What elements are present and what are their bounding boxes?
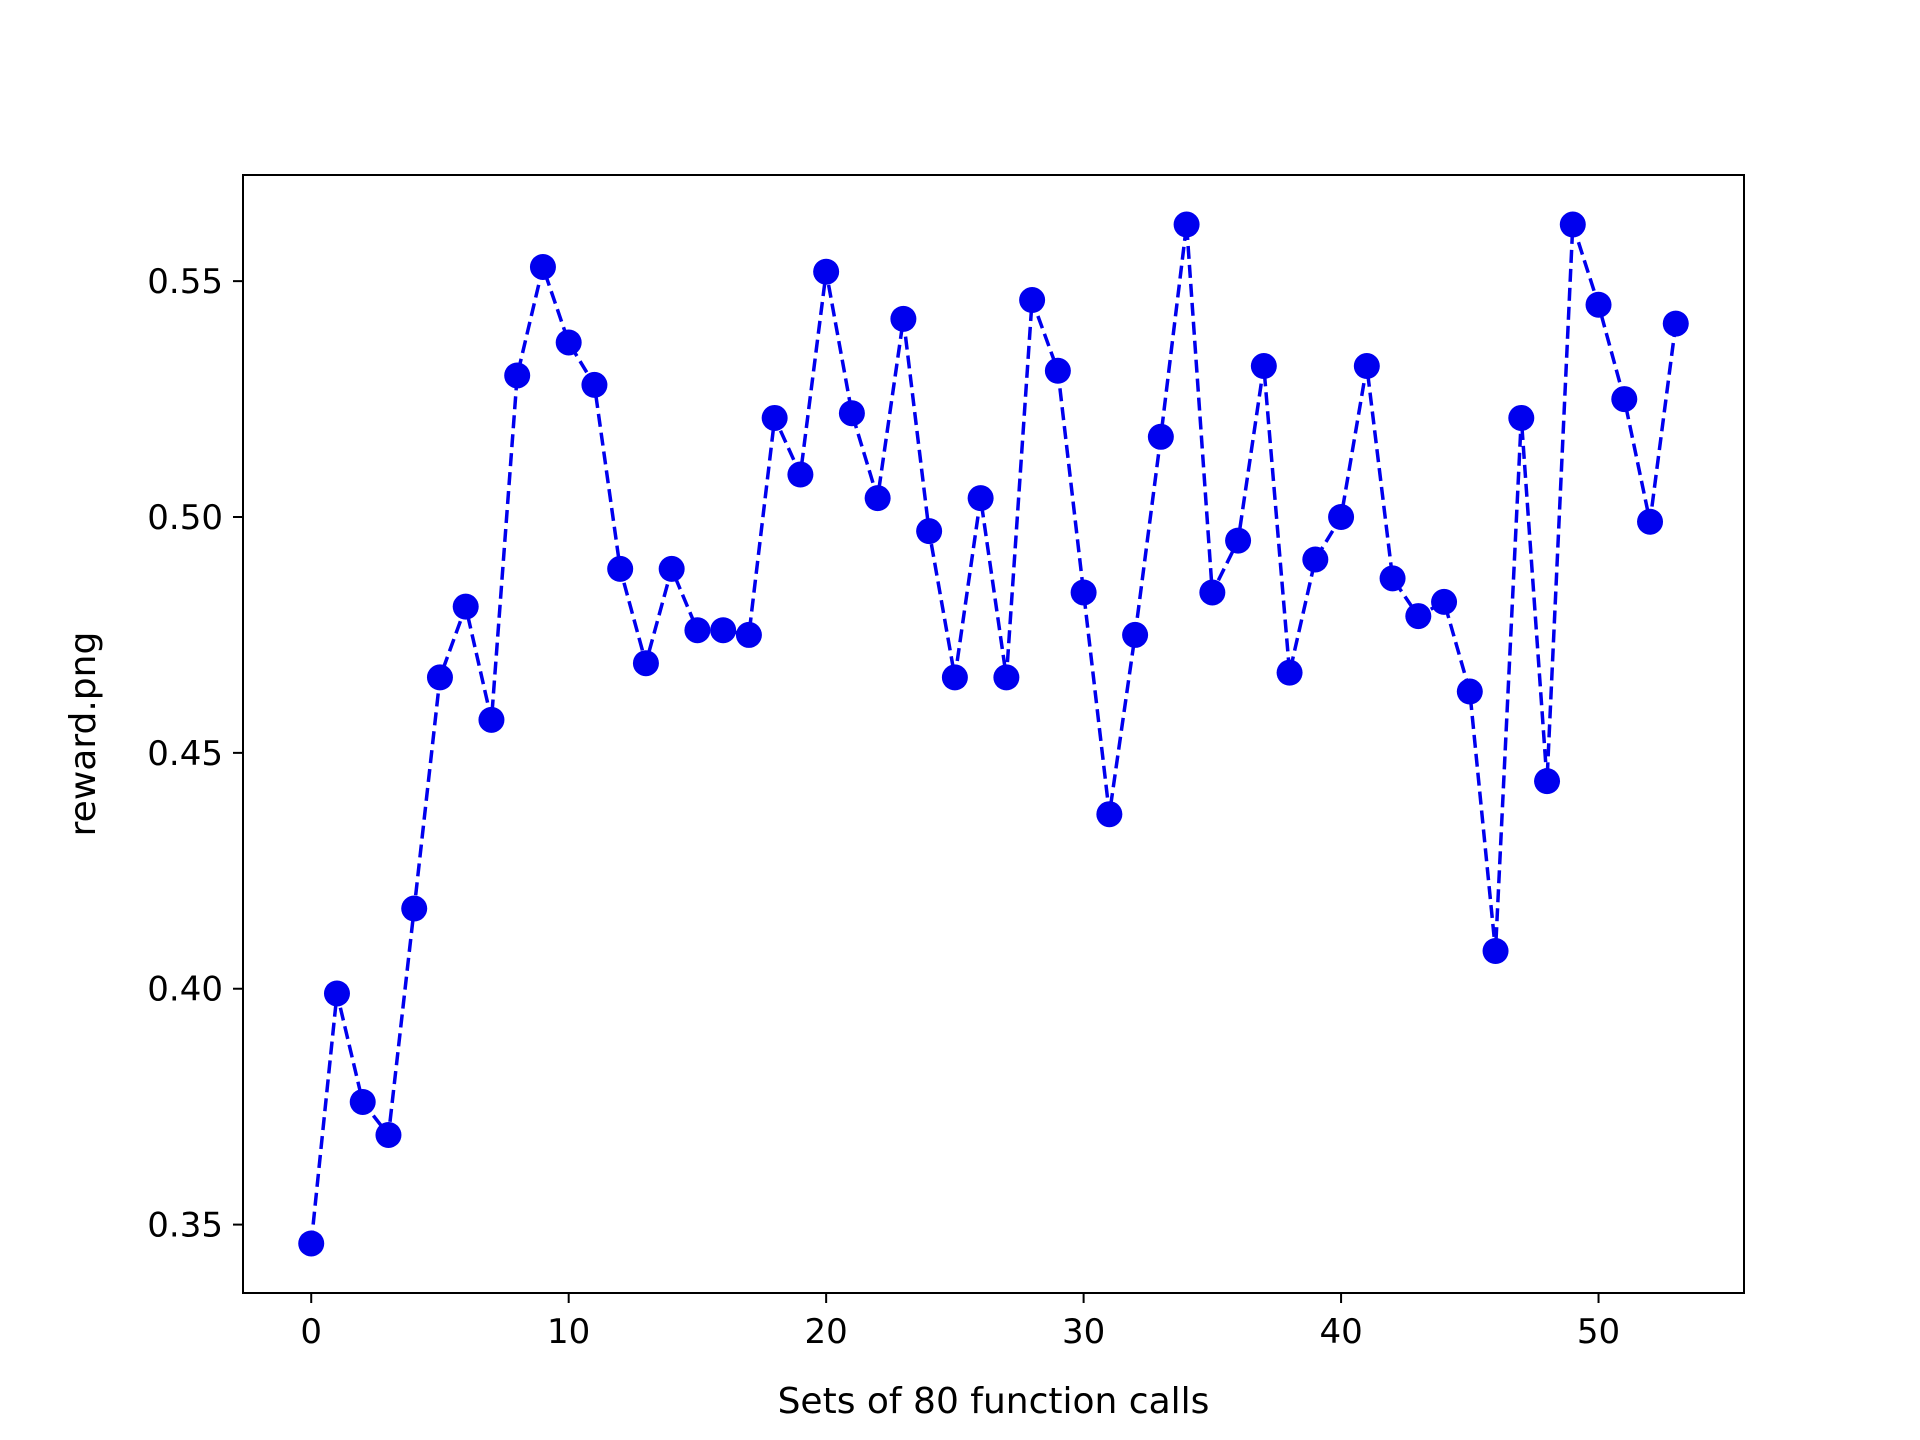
x-tick-label: 10 <box>547 1312 590 1352</box>
data-point <box>1070 579 1097 606</box>
data-point <box>1199 579 1226 606</box>
data-point <box>710 617 737 644</box>
data-point <box>349 1088 376 1115</box>
data-point <box>735 621 762 648</box>
data-point <box>1585 291 1612 318</box>
y-tick-label: 0.50 <box>147 498 223 538</box>
data-point <box>298 1230 325 1257</box>
data-point <box>1250 353 1277 380</box>
plot-frame <box>242 174 1745 1294</box>
data-point <box>761 404 788 431</box>
data-point <box>504 362 531 389</box>
y-tick-label: 0.55 <box>147 262 223 302</box>
data-point <box>323 980 350 1007</box>
data-point <box>1225 527 1252 554</box>
data-point <box>426 664 453 691</box>
x-tick-label: 40 <box>1319 1312 1362 1352</box>
data-point <box>813 258 840 285</box>
data-point <box>1328 504 1355 531</box>
data-point <box>375 1121 402 1148</box>
data-point <box>658 555 685 582</box>
y-tick-label: 0.40 <box>147 970 223 1010</box>
data-point <box>1431 588 1458 615</box>
x-tick-label: 30 <box>1062 1312 1105 1352</box>
data-point <box>581 371 608 398</box>
data-point <box>1122 621 1149 648</box>
data-point <box>890 305 917 332</box>
data-point <box>967 485 994 512</box>
y-tick-label: 0.45 <box>147 734 223 774</box>
data-point <box>1482 937 1509 964</box>
data-point <box>1456 678 1483 705</box>
data-point <box>1353 353 1380 380</box>
data-point <box>993 664 1020 691</box>
data-point <box>1096 801 1123 828</box>
data-point <box>1637 508 1664 535</box>
y-axis-label: reward.png <box>63 632 104 837</box>
x-tick-label: 20 <box>805 1312 848 1352</box>
data-point <box>1302 546 1329 573</box>
data-point <box>529 253 556 280</box>
y-axis-ticks: 0.35 0.40 0.45 0.50 0.55 <box>147 262 243 1246</box>
data-point <box>787 461 814 488</box>
data-point <box>864 485 891 512</box>
data-point <box>555 329 582 356</box>
data-point <box>838 400 865 427</box>
x-tick-label: 0 <box>300 1312 322 1352</box>
series-line <box>309 222 1678 1244</box>
data-point <box>607 555 634 582</box>
data-point <box>1534 768 1561 795</box>
x-axis-label: Sets of 80 function calls <box>778 1381 1210 1422</box>
data-point <box>1019 287 1046 314</box>
x-axis-ticks: 0 10 20 30 40 50 <box>300 1293 1620 1352</box>
data-point <box>1379 565 1406 592</box>
data-point <box>1559 211 1586 238</box>
data-point <box>1173 211 1200 238</box>
data-point <box>1662 310 1689 337</box>
y-tick-label: 0.35 <box>147 1206 223 1246</box>
data-point <box>1611 386 1638 413</box>
data-point <box>632 650 659 677</box>
data-point <box>452 593 479 620</box>
data-point <box>916 518 943 545</box>
x-tick-label: 50 <box>1577 1312 1620 1352</box>
data-point <box>941 664 968 691</box>
data-point <box>401 895 428 922</box>
data-point <box>1276 659 1303 686</box>
data-point <box>478 706 505 733</box>
plot-layer <box>298 211 1689 1257</box>
data-point <box>1147 423 1174 450</box>
data-point <box>1508 404 1535 431</box>
data-point <box>1405 603 1432 630</box>
data-point <box>684 617 711 644</box>
data-point <box>1044 357 1071 384</box>
